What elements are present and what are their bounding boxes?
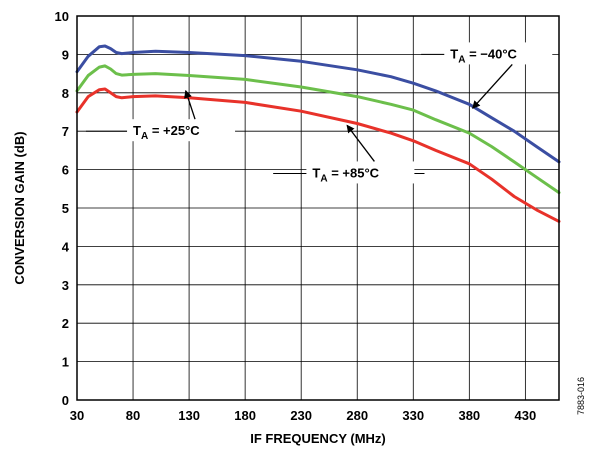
y-tick-label: 1 [62,355,69,370]
figure-code: 7883-016 [576,377,586,415]
y-axis-title: CONVERSION GAIN (dB) [12,131,27,284]
annotation-arrow [184,89,196,120]
tick-labels: 0 1 2 3 4 5 6 7 8 9 10 30 80 130 180 230 280 330 380 430 [55,9,537,423]
y-tick-label: 9 [62,47,69,62]
annotation-backdrop [127,119,236,142]
annotation-label: TA = −40°C [450,46,517,65]
x-tick-label: 80 [126,408,140,423]
annotation-arrow [472,63,513,109]
annotation-label: TA = +85°C [312,165,379,184]
x-tick-label: 330 [402,408,424,423]
y-tick-label: 0 [62,393,69,408]
annotation-label: TA = +25°C [133,123,200,142]
series-line [75,44,561,164]
annotation-arrow [346,124,375,162]
annotation-backdrop [306,161,415,184]
x-tick-label: 380 [458,408,480,423]
x-tick-label: 130 [178,408,200,423]
x-axis-title: IF FREQUENCY (MHz) [250,431,386,446]
y-tick-label: 10 [55,9,69,24]
annotations: TA = −40°C TA = +25°C TA = +85°C [85,42,553,184]
series-line [75,64,561,195]
x-tick-label: 430 [515,408,537,423]
y-tick-label: 4 [62,239,70,254]
series-line [75,87,561,223]
y-tick-label: 7 [62,124,69,139]
y-tick-label: 2 [62,316,69,331]
annotation-backdrop [444,42,553,65]
y-tick-label: 6 [62,163,69,178]
x-tick-label: 30 [70,408,84,423]
x-tick-label: 230 [290,408,312,423]
y-tick-label: 3 [62,278,69,293]
x-tick-label: 280 [346,408,368,423]
plot-frame [76,15,560,401]
x-tick-label: 180 [234,408,256,423]
y-tick-label: 5 [62,201,69,216]
y-tick-label: 8 [62,86,69,101]
series-group [75,44,561,223]
